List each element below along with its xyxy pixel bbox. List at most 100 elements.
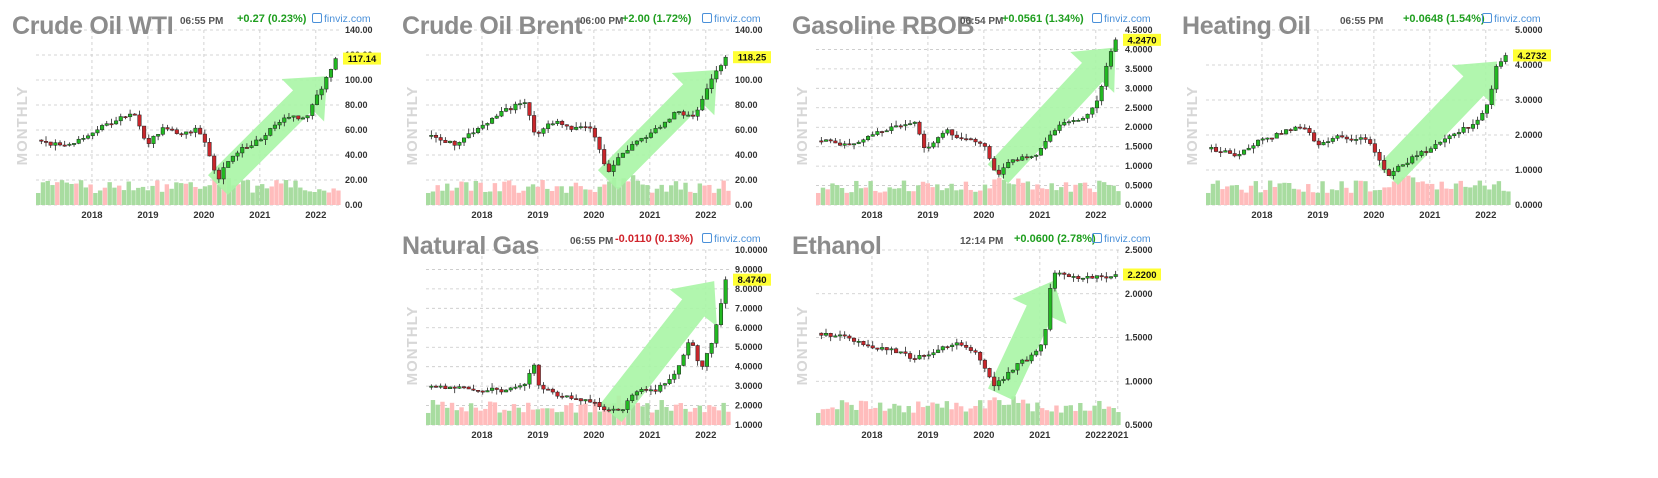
candle-up (852, 143, 857, 146)
candle-up (1015, 363, 1020, 371)
volume-bar (1082, 182, 1088, 205)
candle-down (847, 143, 852, 146)
source-link[interactable]: finviz.com (312, 13, 371, 25)
candle-up (504, 389, 509, 393)
volume-bar (954, 402, 959, 425)
volume-bar (726, 411, 731, 425)
candle-down (564, 124, 569, 127)
volume-bar (564, 405, 569, 425)
volume-bar (1277, 183, 1282, 205)
volume-bar (844, 192, 849, 205)
candle-up (254, 139, 259, 146)
candle-up (480, 124, 485, 129)
candle-down (1377, 151, 1382, 161)
volume-bar (559, 411, 564, 425)
volume-bar (1035, 184, 1040, 205)
candle-up (118, 116, 123, 122)
x-tick-label: 2019 (1307, 210, 1328, 221)
volume-bar (968, 408, 973, 425)
volume-bar (1001, 179, 1007, 205)
candle-up (1442, 138, 1447, 143)
volume-bar (526, 186, 531, 205)
last-price-label: 8.4740 (737, 275, 766, 286)
volume-bar (568, 186, 574, 205)
volume-bar (1106, 406, 1112, 425)
source-link[interactable]: finviz.com (1092, 233, 1151, 245)
candle-up (931, 142, 936, 148)
price-change: +0.0561 (1.34%) (1002, 13, 1084, 25)
candle-up (912, 121, 917, 124)
candle-up (611, 408, 616, 411)
volume-bar (635, 180, 641, 205)
volume-bar (464, 411, 469, 425)
source-link[interactable]: finviz.com (702, 13, 761, 25)
x-tick-label: 2020 (583, 430, 604, 441)
candle-up (438, 385, 443, 388)
candle-up (1470, 124, 1475, 129)
volume-bar (255, 185, 260, 205)
volume-bar (849, 404, 854, 425)
candle-down (833, 140, 838, 144)
volume-bar (669, 185, 674, 205)
y-tick-label: 2.5000 (1125, 103, 1153, 113)
candle-up (648, 389, 653, 392)
candle-up (564, 395, 569, 398)
candle-down (142, 125, 147, 139)
volume-bar (816, 192, 821, 205)
candle-up (305, 115, 310, 119)
candle-up (100, 125, 105, 131)
source-text: finviz.com (714, 13, 761, 25)
volume-bar (897, 188, 902, 205)
source-link[interactable]: finviz.com (1092, 13, 1151, 25)
y-tick-label: 80.00 (345, 100, 368, 110)
volume-bar (716, 188, 722, 205)
chart-svg: 0.5000 1.0000 1.5000 2.0000 2.5000 2018 2019 20… (794, 245, 1161, 441)
volume-bar (1073, 410, 1078, 425)
volume-bar (911, 191, 916, 205)
y-tick-label: 4.0000 (1515, 60, 1543, 70)
candle-down (536, 131, 541, 134)
volume-bar (1220, 189, 1225, 205)
candle-up (870, 134, 875, 137)
volume-bar (1363, 181, 1368, 205)
volume-bar (554, 412, 560, 425)
volume-bar (1092, 405, 1097, 425)
candle-up (314, 94, 320, 105)
candle-up (898, 351, 903, 354)
volume-bar (649, 412, 655, 425)
volume-bar (892, 188, 897, 205)
volume-bar (521, 412, 526, 425)
candle-down (1340, 135, 1345, 138)
candle-up (723, 56, 728, 66)
candle-up (1108, 276, 1114, 279)
volume-bar (1477, 180, 1483, 205)
candle-up (709, 78, 714, 89)
volume-bar (483, 408, 488, 425)
y-tick-label: 3.0000 (1125, 83, 1153, 93)
volume-bar (726, 190, 731, 205)
volume-bar (1025, 403, 1031, 425)
volume-bar (1334, 190, 1340, 205)
x-tick-label: 2021 (1107, 430, 1129, 441)
x-tick-label: 2018 (81, 210, 102, 221)
volume-bar (1287, 183, 1292, 205)
candle-up (583, 399, 588, 402)
candle-up (908, 123, 913, 126)
volume-bar (901, 180, 907, 205)
candle-up (532, 364, 537, 374)
candle-down (1024, 156, 1029, 159)
volume-bar (317, 189, 322, 205)
candle-up (875, 131, 880, 135)
candle-up (672, 373, 677, 380)
candle-up (1335, 135, 1340, 139)
candle-up (880, 347, 885, 350)
volume-bar (1491, 184, 1497, 205)
source-link[interactable]: finviz.com (1482, 13, 1541, 25)
source-link[interactable]: finviz.com (702, 233, 761, 245)
candle-up (518, 385, 523, 388)
volume-bar (578, 404, 583, 425)
volume-bar (597, 411, 602, 425)
volume-bar (430, 191, 436, 205)
volume-bar (583, 403, 588, 425)
volume-bar (36, 192, 41, 205)
